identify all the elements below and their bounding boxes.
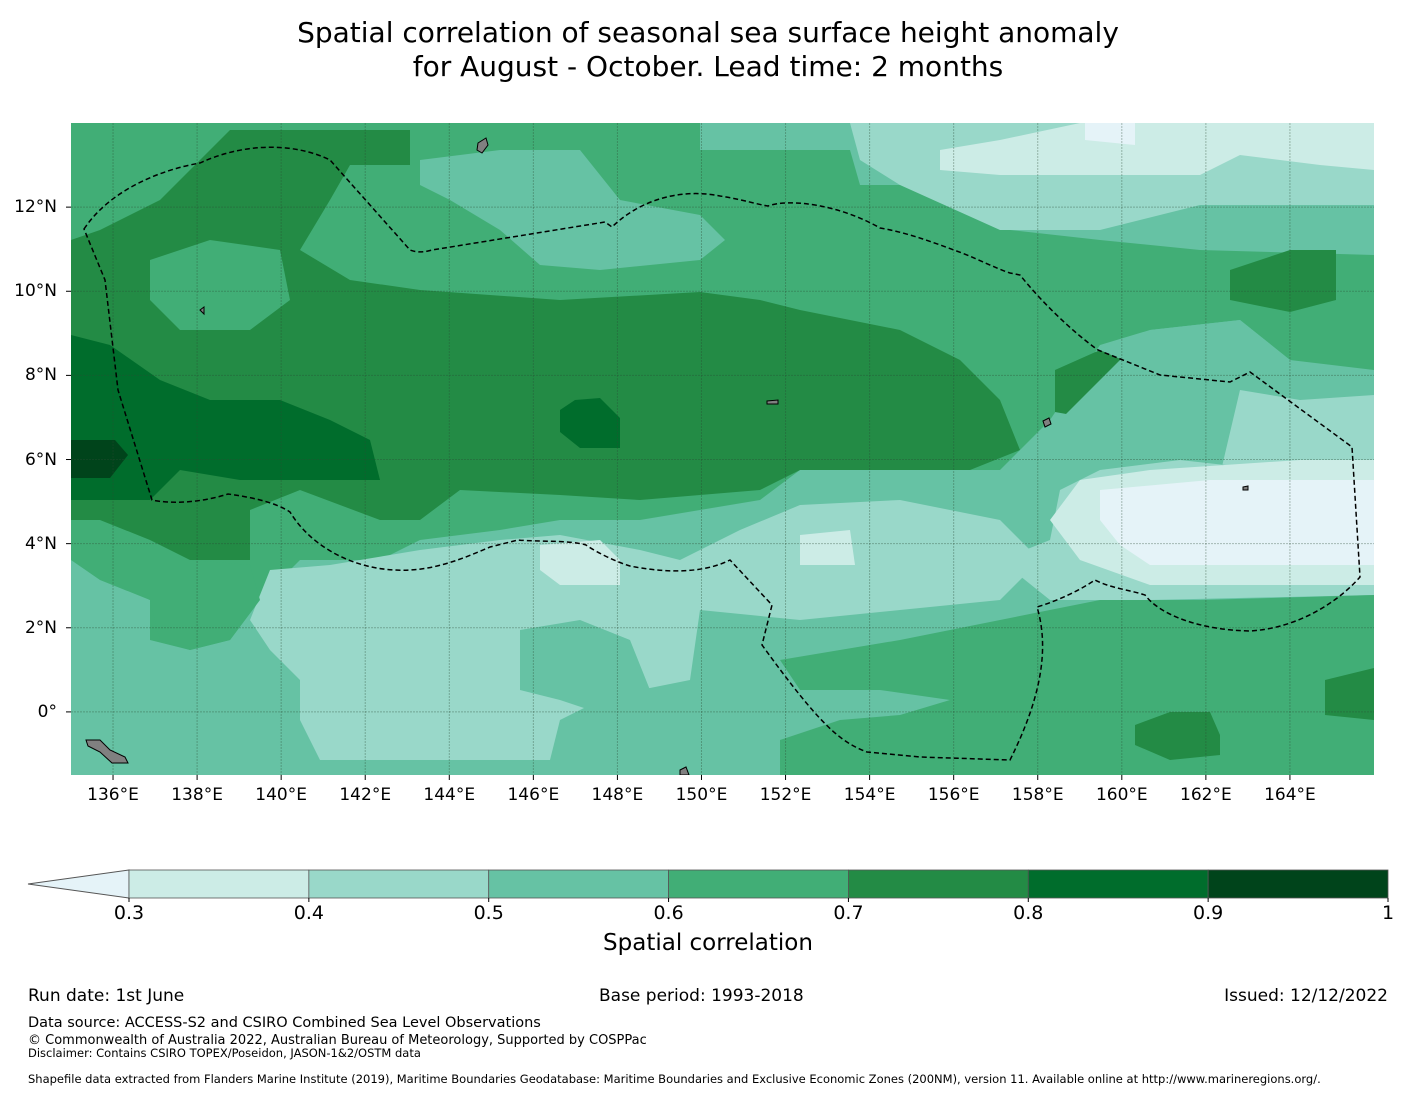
x-tick-label: 138°E xyxy=(171,785,223,805)
field-south-0.3a xyxy=(540,540,620,585)
map-title-line-2: for August - October. Lead time: 2 month… xyxy=(412,50,1004,83)
x-tick-label: 142°E xyxy=(339,785,392,805)
land-papua-coast xyxy=(85,739,129,764)
field-se-0.6 xyxy=(780,595,1374,775)
land-island-guam xyxy=(476,137,489,154)
data-source: Data source: ACCESS-S2 and CSIRO Combine… xyxy=(28,1015,541,1031)
colorbar-box xyxy=(128,869,310,899)
field-se-0.7b xyxy=(1325,668,1374,720)
x-tick-label: 140°E xyxy=(255,785,308,805)
colorbar-box xyxy=(1027,869,1209,899)
disclaimer: Disclaimer: Contains CSIRO TOPEX/Poseido… xyxy=(28,1046,421,1060)
colorbar-tick-label: 0.4 xyxy=(293,902,324,924)
x-tick-label: 162°E xyxy=(1180,785,1232,805)
y-tick-label: 8°N xyxy=(24,365,57,386)
y-tick-label: 0° xyxy=(37,701,57,722)
colorbar-tick-label: 0.8 xyxy=(1013,902,1044,924)
run-date: Run date: 1st June xyxy=(28,986,185,1006)
colorbar-box xyxy=(1207,869,1389,899)
y-tick-label: 6°N xyxy=(24,449,57,470)
y-tick-label: 4°N xyxy=(24,533,57,554)
field-north-0.5 xyxy=(420,150,725,270)
colorbar-box xyxy=(488,869,669,899)
colorbar-box xyxy=(848,869,1029,899)
colorbar-tick-label: 0.9 xyxy=(1193,902,1224,924)
field-band-0.9 xyxy=(71,440,128,478)
x-tick-label: 164°E xyxy=(1264,785,1316,805)
x-tick-label: 158°E xyxy=(1011,785,1064,805)
eez-boundaries xyxy=(83,146,1361,761)
eez-boundary-north xyxy=(83,146,1361,761)
x-tick-label: 148°E xyxy=(591,785,644,805)
colorbar-tick-label: 0.3 xyxy=(113,902,145,924)
issued-date: Issued: 12/12/2022 xyxy=(1224,986,1388,1006)
field-south-0.3b xyxy=(800,530,855,565)
colorbar-tick-label: 0.5 xyxy=(473,902,504,924)
field-band-0.8 xyxy=(71,335,380,500)
base-period: Base period: 1993-2018 xyxy=(599,986,804,1006)
x-tick-label: 154°E xyxy=(843,785,896,805)
graticule xyxy=(71,123,1374,775)
y-tick-label: 2°N xyxy=(24,617,57,638)
field-east-under xyxy=(1100,480,1374,565)
y-tick-label: 12°N xyxy=(14,197,57,218)
land-island-south xyxy=(679,766,690,775)
land-island-pohnpei xyxy=(1042,417,1052,428)
x-tick-marks xyxy=(112,775,1291,780)
map-title-line-1: Spatial correlation of seasonal sea surf… xyxy=(297,16,1119,49)
field-sw-0.6 xyxy=(110,560,260,650)
land-island-chuuk xyxy=(766,399,779,405)
x-tick-label: 144°E xyxy=(423,785,476,805)
map-field xyxy=(71,123,1374,775)
colorbar-tick-label: 0.6 xyxy=(653,902,684,924)
x-tick-label: 146°E xyxy=(507,785,560,805)
field-north-0.3 xyxy=(940,123,1374,175)
field-band-0.8b xyxy=(560,398,620,448)
field-se-0.7 xyxy=(1135,712,1220,760)
x-tick-label: 150°E xyxy=(675,785,728,805)
colorbar-tick-label: 0.7 xyxy=(833,902,864,924)
land xyxy=(85,137,1249,775)
colorbar-boxes xyxy=(27,869,1389,902)
colorbar-extend-arrow xyxy=(27,869,130,899)
copyright: © Commonwealth of Australia 2022, Austra… xyxy=(28,1033,647,1048)
field-blob-west xyxy=(150,240,290,330)
shapefile-credit: Shapefile data extracted from Flanders M… xyxy=(28,1072,1321,1086)
colorbar-box xyxy=(668,869,849,899)
field-north-under xyxy=(1085,123,1135,145)
x-tick-label: 152°E xyxy=(759,785,812,805)
y-tick-marks xyxy=(66,206,71,713)
field-south-0.5 xyxy=(520,620,650,720)
colorbar-label: Spatial correlation xyxy=(603,930,813,956)
land-island-kosrae xyxy=(1242,485,1249,491)
x-tick-label: 136°E xyxy=(87,785,139,805)
field-blob-ne xyxy=(1230,250,1336,312)
x-tick-label: 156°E xyxy=(927,785,980,805)
x-tick-label: 160°E xyxy=(1095,785,1148,805)
colorbar-tick-label: 1 xyxy=(1381,902,1395,924)
y-tick-label: 10°N xyxy=(14,281,57,302)
land-island-palau xyxy=(199,306,205,316)
colorbar-box xyxy=(308,869,490,899)
